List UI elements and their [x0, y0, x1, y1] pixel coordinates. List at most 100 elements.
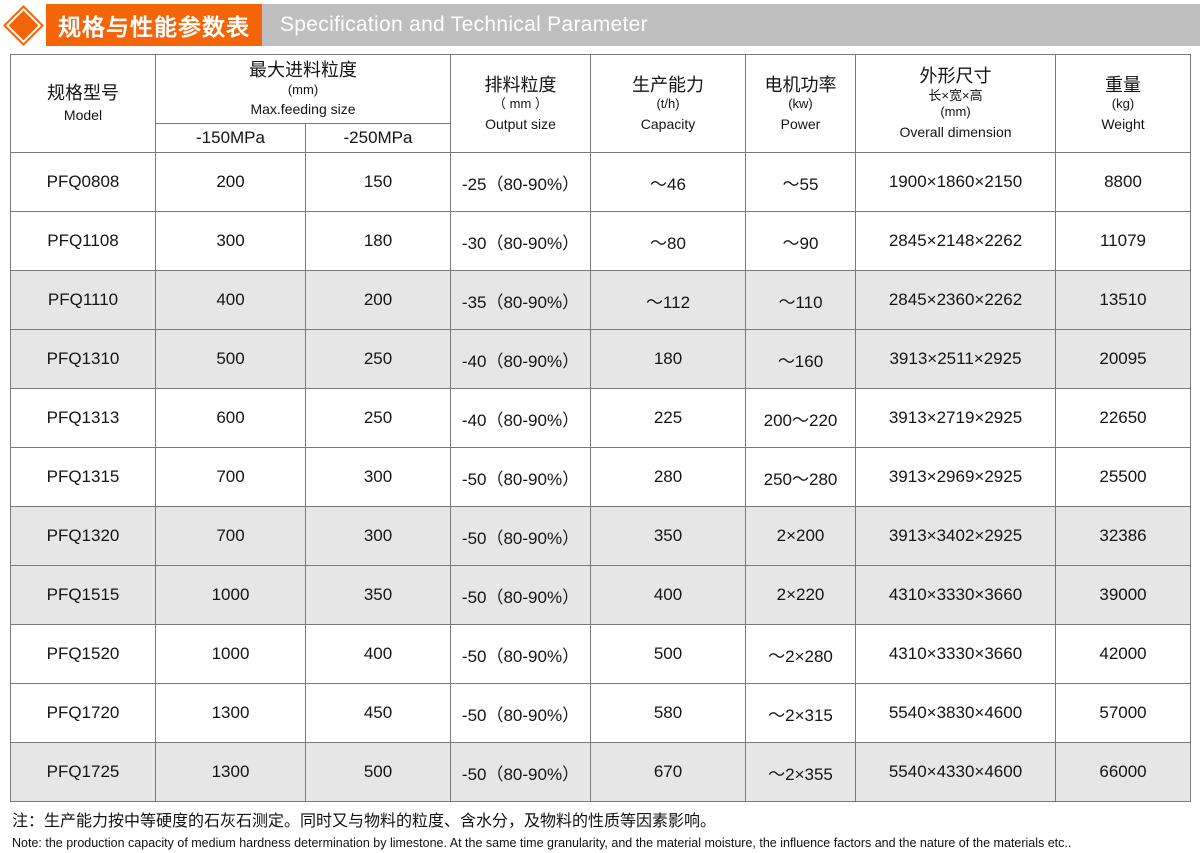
- cell-power: ～160: [745, 329, 856, 390]
- cell-capacity: 500: [590, 624, 746, 685]
- cell-capacity: ～80: [590, 211, 746, 272]
- page-banner: 规格与性能参数表 Specification and Technical Par…: [0, 4, 1200, 46]
- cell-capacity: 670: [590, 742, 746, 803]
- table-row: PFQ1110 400 200 -35（80-90%） ～112 ～110 2845×236…: [10, 270, 1191, 331]
- header-row-secondary: -150MPa -250MPa: [11, 123, 1191, 154]
- col-header-capacity-en: Capacity: [640, 115, 696, 132]
- cell-feed-250mpa: 250: [305, 329, 451, 390]
- col-header-output-size: 排料粒度 （ mm ） Output size: [450, 53, 591, 154]
- cell-dimension: 4310×3330×3660: [855, 565, 1056, 626]
- col-header-capacity: 生产能力 (t/h) Capacity: [590, 53, 746, 154]
- cell-model: PFQ1320: [10, 506, 156, 567]
- cell-output-size: -50（80-90%）: [450, 506, 591, 567]
- col-header-weight-en: Weight: [1101, 115, 1145, 132]
- cell-feed-250mpa: 250: [305, 388, 451, 449]
- table-row: PFQ1108 300 180 -30（80-90%） ～80 ～90 2845×2148×…: [10, 211, 1191, 272]
- cell-weight: 57000: [1055, 683, 1191, 744]
- cell-feed-250mpa: 300: [305, 447, 451, 508]
- col-header-model-en: Model: [63, 107, 103, 124]
- table-head: 规格型号 Model 最大进料粒度 (mm) Max.feeding size …: [10, 53, 1191, 154]
- header-row-primary: 规格型号 Model 最大进料粒度 (mm) Max.feeding size …: [10, 53, 1191, 154]
- cell-output-size: -40（80-90%）: [450, 388, 591, 449]
- cell-dimension: 5540×3830×4600: [855, 683, 1056, 744]
- cell-capacity: 400: [590, 565, 746, 626]
- cell-feed-250mpa: 180: [305, 211, 451, 272]
- cell-model: PFQ1315: [10, 447, 156, 508]
- table-row: PFQ1313 600 250 -40（80-90%） 225 200～220 3913×2…: [10, 388, 1191, 449]
- col-header-dimension-cn2: 长×宽×高: [928, 87, 983, 103]
- cell-dimension: 3913×2511×2925: [855, 329, 1056, 390]
- cell-power: ～2×280: [745, 624, 856, 685]
- col-header-output-unit: （ mm ）: [493, 96, 548, 111]
- cell-output-size: -40（80-90%）: [450, 329, 591, 390]
- cell-dimension: 2845×2360×2262: [855, 270, 1056, 331]
- table-row: PFQ1520 1000 400 -50（80-90%） 500 ～2×280 4310×3…: [10, 624, 1191, 685]
- cell-power: ～2×355: [745, 742, 856, 803]
- cell-model: PFQ1310: [10, 329, 156, 390]
- cell-weight: 13510: [1055, 270, 1191, 331]
- cell-power: ～110: [745, 270, 856, 331]
- cell-dimension: 1900×1860×2150: [855, 152, 1056, 213]
- cell-feed-250mpa: 300: [305, 506, 451, 567]
- col-header-feeding-size: 最大进料粒度 (mm) Max.feeding size: [155, 53, 451, 125]
- col-header-feeding-cn: 最大进料粒度: [249, 60, 357, 80]
- cell-output-size: -30（80-90%）: [450, 211, 591, 272]
- cell-weight: 66000: [1055, 742, 1191, 803]
- cell-feed-250mpa: 450: [305, 683, 451, 744]
- cell-dimension: 4310×3330×3660: [855, 624, 1056, 685]
- diamond-icon-wrap: [0, 4, 46, 46]
- cell-weight: 11079: [1055, 211, 1191, 272]
- cell-feed-150mpa: 1000: [155, 624, 306, 685]
- col-header-capacity-cn: 生产能力: [632, 74, 704, 95]
- col-header-dimension-cn: 外形尺寸: [919, 66, 992, 87]
- cell-weight: 8800: [1055, 152, 1191, 213]
- col-header-output-cn: 排料粒度: [484, 74, 557, 95]
- cell-capacity: 580: [590, 683, 746, 744]
- table-row: PFQ1315 700 300 -50（80-90%） 280 250～280 3913×2…: [10, 447, 1191, 508]
- cell-feed-150mpa: 500: [155, 329, 306, 390]
- col-header-model: 规格型号 Model: [10, 53, 156, 154]
- cell-feed-250mpa: 400: [305, 624, 451, 685]
- table-row: PFQ1725 1300 500 -50（80-90%） 670 ～2×355 5540×4…: [10, 742, 1191, 803]
- cell-weight: 42000: [1055, 624, 1191, 685]
- cell-model: PFQ1515: [10, 565, 156, 626]
- cell-feed-250mpa: 150: [305, 152, 451, 213]
- cell-dimension: 2845×2148×2262: [855, 211, 1056, 272]
- cell-output-size: -35（80-90%）: [450, 270, 591, 331]
- col-header-power-unit: (kw): [788, 96, 813, 111]
- col-header-weight: 重量 (kg) Weight: [1055, 53, 1191, 154]
- cell-model: PFQ0808: [10, 152, 156, 213]
- col-header-weight-cn: 重量: [1105, 74, 1141, 95]
- cell-weight: 32386: [1055, 506, 1191, 567]
- table-row: PFQ1320 700 300 -50（80-90%） 350 2×200 3913×340…: [10, 506, 1191, 567]
- cell-feed-150mpa: 1300: [155, 742, 306, 803]
- col-header-feeding-en: Max.feeding size: [250, 101, 356, 118]
- cell-model: PFQ1725: [10, 742, 156, 803]
- cell-feed-150mpa: 300: [155, 211, 306, 272]
- diamond-icon: [8, 10, 38, 40]
- cell-feed-150mpa: 400: [155, 270, 306, 331]
- col-header-dimension: 外形尺寸 长×宽×高 (mm) Overall dimension: [855, 53, 1056, 154]
- cell-weight: 39000: [1055, 565, 1191, 626]
- table-body: PFQ0808 200 150 -25（80-90%） ～46 ～55 1900×1860×…: [10, 152, 1191, 803]
- table-row: PFQ0808 200 150 -25（80-90%） ～46 ～55 1900×1860×…: [10, 152, 1191, 213]
- cell-model: PFQ1108: [10, 211, 156, 272]
- col-header-power: 电机功率 (kw) Power: [745, 53, 856, 154]
- cell-power: 200～220: [745, 388, 856, 449]
- col-header-power-cn: 电机功率: [764, 74, 837, 95]
- table-row: PFQ1515 1000 350 -50（80-90%） 400 2×220 4310×33…: [10, 565, 1191, 626]
- cell-output-size: -50（80-90%）: [450, 742, 591, 803]
- cell-dimension: 3913×2969×2925: [855, 447, 1056, 508]
- cell-weight: 22650: [1055, 388, 1191, 449]
- cell-model: PFQ1720: [10, 683, 156, 744]
- cell-capacity: 280: [590, 447, 746, 508]
- col-header-output-en: Output size: [485, 115, 556, 132]
- col-header-feeding-250mpa: -250MPa: [305, 123, 451, 154]
- cell-feed-150mpa: 200: [155, 152, 306, 213]
- specification-table: 规格型号 Model 最大进料粒度 (mm) Max.feeding size …: [10, 53, 1191, 803]
- cell-output-size: -50（80-90%）: [450, 683, 591, 744]
- col-header-weight-unit: (kg): [1111, 96, 1135, 111]
- cell-power: 2×200: [745, 506, 856, 567]
- cell-feed-250mpa: 200: [305, 270, 451, 331]
- cell-feed-250mpa: 350: [305, 565, 451, 626]
